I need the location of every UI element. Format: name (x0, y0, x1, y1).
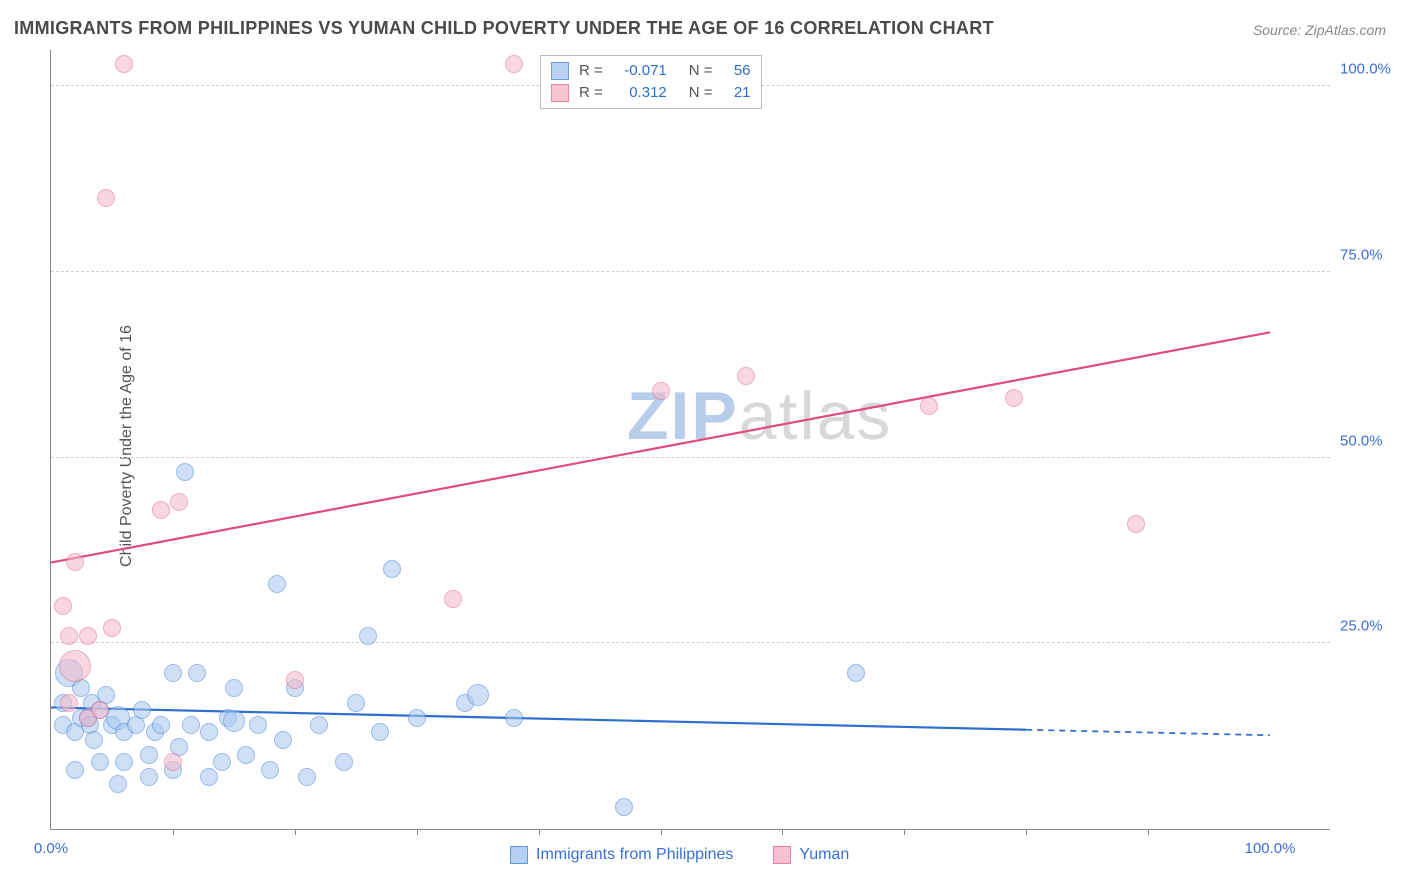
scatter-point-yuman (164, 753, 182, 771)
chart-title: IMMIGRANTS FROM PHILIPPINES VS YUMAN CHI… (14, 18, 994, 39)
legend-n-label: N = (689, 82, 713, 104)
scatter-point-philippines (847, 664, 865, 682)
scatter-point-yuman (505, 55, 523, 73)
scatter-point-yuman (652, 382, 670, 400)
scatter-point-philippines (298, 768, 316, 786)
scatter-point-philippines (268, 575, 286, 593)
scatter-point-yuman (60, 694, 78, 712)
scatter-point-philippines (310, 716, 328, 734)
scatter-point-yuman (54, 597, 72, 615)
scatter-point-philippines (467, 684, 489, 706)
scatter-point-philippines (164, 664, 182, 682)
legend-row-philippines: R = -0.071 N = 56 (551, 60, 751, 82)
legend-item-philippines: Immigrants from Philippines (510, 846, 733, 864)
scatter-point-yuman (1127, 515, 1145, 533)
scatter-point-philippines (182, 716, 200, 734)
scatter-point-yuman (97, 189, 115, 207)
x-tick-label: 0.0% (34, 840, 68, 857)
scatter-point-philippines (115, 753, 133, 771)
scatter-point-yuman (737, 367, 755, 385)
scatter-point-philippines (383, 560, 401, 578)
scatter-point-philippines (261, 761, 279, 779)
scatter-point-yuman (170, 493, 188, 511)
scatter-point-yuman (103, 619, 121, 637)
plot-area: 25.0%50.0%75.0%100.0%0.0%100.0%ZIPatlas (50, 50, 1330, 830)
legend-n-value: 56 (723, 60, 751, 82)
scatter-point-philippines (91, 753, 109, 771)
legend-swatch-philippines (551, 62, 569, 80)
y-tick-label: 100.0% (1340, 61, 1400, 78)
legend-label: Yuman (799, 846, 849, 864)
legend-r-value: 0.312 (613, 82, 667, 104)
y-tick-label: 75.0% (1340, 246, 1400, 263)
scatter-point-philippines (213, 753, 231, 771)
scatter-point-philippines (223, 710, 245, 732)
scatter-point-yuman (920, 397, 938, 415)
scatter-point-philippines (237, 746, 255, 764)
x-tick-label: 100.0% (1245, 840, 1296, 857)
scatter-point-philippines (66, 761, 84, 779)
legend-item-yuman: Yuman (773, 846, 849, 864)
scatter-point-yuman (1005, 389, 1023, 407)
scatter-point-philippines (615, 798, 633, 816)
y-tick-label: 50.0% (1340, 432, 1400, 449)
scatter-point-philippines (335, 753, 353, 771)
scatter-point-yuman (286, 671, 304, 689)
trend-line-yuman (51, 332, 1270, 562)
scatter-point-yuman (66, 553, 84, 571)
legend-label: Immigrants from Philippines (536, 846, 733, 864)
scatter-point-yuman (115, 55, 133, 73)
scatter-point-philippines (225, 679, 243, 697)
scatter-point-philippines (133, 701, 151, 719)
scatter-point-yuman (60, 627, 78, 645)
legend-r-value: -0.071 (613, 60, 667, 82)
legend-r-label: R = (579, 60, 603, 82)
scatter-point-yuman (152, 501, 170, 519)
legend-swatch-yuman (773, 846, 791, 864)
trend-line-dash-philippines (1026, 730, 1270, 736)
scatter-point-philippines (152, 716, 170, 734)
scatter-point-philippines (140, 768, 158, 786)
scatter-point-philippines (505, 709, 523, 727)
scatter-point-philippines (347, 694, 365, 712)
y-tick-label: 25.0% (1340, 618, 1400, 635)
correlation-legend: R = -0.071 N = 56 R = 0.312 N = 21 (540, 55, 762, 109)
legend-n-label: N = (689, 60, 713, 82)
scatter-point-philippines (274, 731, 292, 749)
legend-swatch-yuman (551, 84, 569, 102)
scatter-point-philippines (408, 709, 426, 727)
scatter-point-yuman (79, 627, 97, 645)
scatter-point-philippines (176, 463, 194, 481)
legend-n-value: 21 (723, 82, 751, 104)
scatter-point-yuman (444, 590, 462, 608)
series-legend: Immigrants from Philippines Yuman (510, 846, 849, 864)
scatter-point-philippines (359, 627, 377, 645)
scatter-point-philippines (85, 731, 103, 749)
source-label: Source: ZipAtlas.com (1253, 22, 1386, 38)
legend-r-label: R = (579, 82, 603, 104)
legend-swatch-philippines (510, 846, 528, 864)
scatter-point-philippines (371, 723, 389, 741)
scatter-point-yuman (59, 650, 91, 682)
scatter-point-philippines (249, 716, 267, 734)
scatter-point-philippines (200, 723, 218, 741)
trend-overlay (51, 50, 1331, 830)
legend-row-yuman: R = 0.312 N = 21 (551, 82, 751, 104)
scatter-point-yuman (91, 701, 109, 719)
scatter-point-philippines (109, 775, 127, 793)
scatter-point-philippines (200, 768, 218, 786)
scatter-point-philippines (188, 664, 206, 682)
scatter-point-philippines (140, 746, 158, 764)
